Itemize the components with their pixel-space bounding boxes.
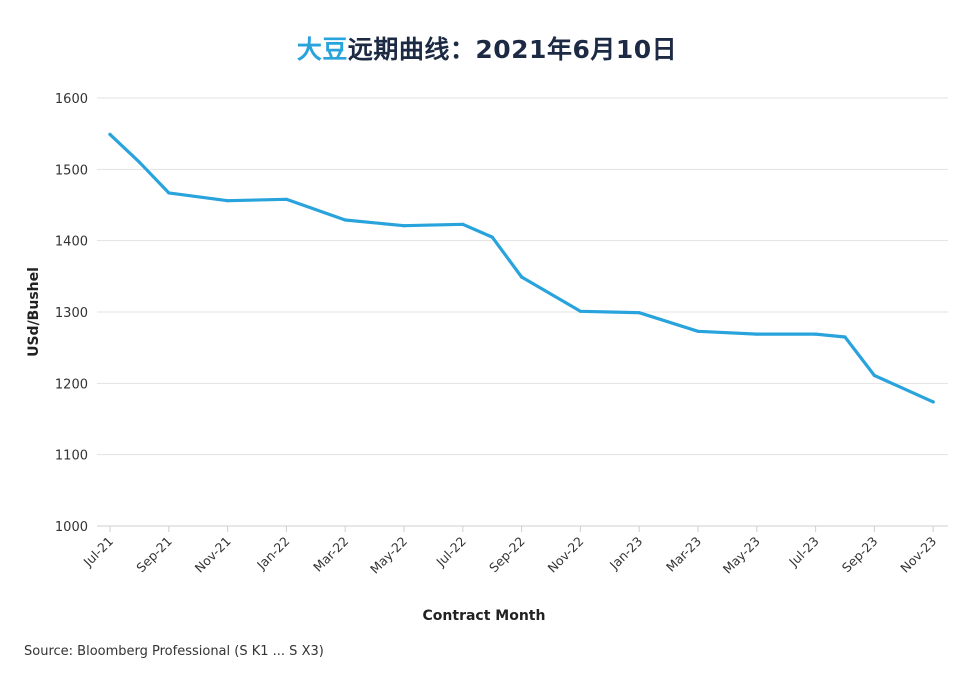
line-chart: 1000 1100 1200 1300 1400 1500 1600 Jul-21 Sep-2… <box>26 92 948 624</box>
data-point-sep-22 <box>520 275 524 279</box>
chart-title-rest: 远期曲线：2021年6月10日 <box>347 35 678 64</box>
data-point-mar-23 <box>696 329 700 333</box>
x-tick-label-mar-22: Mar-22 <box>310 534 351 575</box>
data-point-jul-22 <box>461 222 465 226</box>
data-point-sep-21 <box>167 191 171 195</box>
y-tick-label-1000: 1000 <box>55 520 88 535</box>
data-point-jan-22 <box>284 197 288 201</box>
y-tick-label-1100: 1100 <box>55 449 88 464</box>
y-tick-label-1300: 1300 <box>55 306 88 321</box>
data-point-mar-22 <box>343 218 347 222</box>
x-tick-label-mar-23: Mar-23 <box>663 534 704 575</box>
data-point-nov-21 <box>226 199 230 203</box>
x-tick-label-jan-23: Jan-23 <box>606 534 645 573</box>
y-tick-label-1400: 1400 <box>55 235 88 250</box>
data-point-may-23 <box>755 332 759 336</box>
x-tick-label-sep-23: Sep-23 <box>839 534 881 576</box>
data-point-nov-22 <box>578 309 583 313</box>
data-point-nov-23 <box>931 400 935 404</box>
x-tick-label-jul-21: Jul-21 <box>80 534 116 570</box>
x-tick-label-may-23: May-23 <box>720 534 763 577</box>
x-axis-ticks: Jul-21 Sep-21 Nov-21 Jan-22 Mar-22 May-22 Jul-… <box>80 526 939 577</box>
x-axis-label: Contract Month <box>423 608 546 624</box>
source-note: Source: Bloomberg Professional (S K1 ...… <box>24 644 324 659</box>
x-tick-label-nov-23: Nov-23 <box>897 534 939 576</box>
y-tick-label-1500: 1500 <box>55 163 88 178</box>
data-point-aug-23 <box>843 335 847 339</box>
y-tick-label-1600: 1600 <box>55 92 88 107</box>
y-axis-ticks: 1000 1100 1200 1300 1400 1500 1600 <box>55 92 88 535</box>
x-tick-label-may-22: May-22 <box>367 534 410 577</box>
data-point-jul-21 <box>108 132 112 136</box>
x-tick-label-jul-22: Jul-22 <box>433 534 469 570</box>
series-line-0 <box>108 132 935 404</box>
x-tick-label-jul-23: Jul-23 <box>785 534 821 570</box>
data-point-sep-23 <box>872 373 877 378</box>
data-point-aug-21 <box>137 160 141 164</box>
y-axis-label: USd/Bushel <box>26 267 42 357</box>
series-group <box>108 132 935 404</box>
data-point-jul-23 <box>814 332 818 336</box>
data-point-jan-23 <box>637 311 641 315</box>
x-tick-label-nov-21: Nov-21 <box>192 534 234 576</box>
chart-title: 大豆远期曲线：2021年6月10日 <box>0 30 974 66</box>
chart-title-accent: 大豆 <box>296 35 348 64</box>
x-tick-label-nov-22: Nov-22 <box>544 534 586 576</box>
y-tick-label-1200: 1200 <box>55 377 88 392</box>
x-tick-label-jan-22: Jan-22 <box>253 534 292 573</box>
gridlines <box>97 97 948 527</box>
data-point-may-22 <box>402 224 406 228</box>
x-tick-label-sep-22: Sep-22 <box>486 534 528 576</box>
x-tick-label-sep-21: Sep-21 <box>133 534 175 576</box>
data-point-aug-22 <box>490 235 494 239</box>
